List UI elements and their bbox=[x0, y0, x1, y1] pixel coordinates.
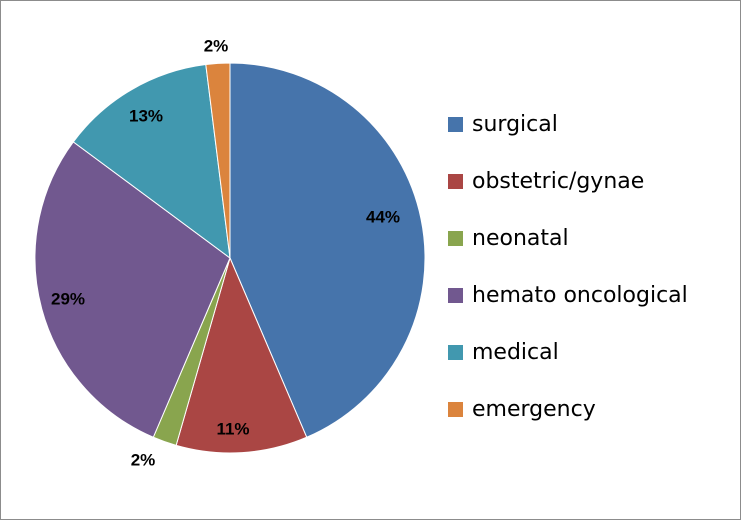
data-label-medical: 13% bbox=[129, 106, 163, 125]
legend-swatch-hemato-oncological bbox=[448, 288, 463, 303]
data-label-emergency: 2% bbox=[204, 36, 229, 55]
data-label-hemato-oncological: 29% bbox=[51, 289, 85, 308]
legend-label-hemato-oncological: hemato oncological bbox=[472, 283, 688, 308]
legend-swatch-neonatal bbox=[448, 231, 463, 246]
legend-label-obstetric-gynae: obstetric/gynae bbox=[472, 169, 644, 194]
pie-slice-surgical bbox=[229, 62, 426, 438]
pie-slices bbox=[34, 62, 426, 454]
data-label-neonatal: 2% bbox=[131, 450, 156, 469]
legend-label-medical: medical bbox=[472, 340, 559, 365]
legend: surgical obstetric/gynae neonatal hemato on… bbox=[448, 112, 688, 422]
data-label-surgical: 44% bbox=[366, 207, 400, 226]
pie-slice-medical bbox=[72, 63, 231, 260]
legend-label-neonatal: neonatal bbox=[472, 226, 569, 251]
data-labels: 44% 11% 2% 29% 13% 2% bbox=[51, 36, 400, 469]
pie-slice-obstetric-gynae bbox=[175, 256, 308, 454]
legend-swatch-obstetric-gynae bbox=[448, 174, 463, 189]
data-label-obstetric-gynae: 11% bbox=[216, 419, 249, 438]
pie-slice-emergency bbox=[205, 62, 231, 259]
legend-label-emergency: emergency bbox=[472, 397, 596, 422]
legend-swatch-emergency bbox=[448, 402, 463, 417]
legend-swatch-surgical bbox=[448, 117, 463, 132]
legend-label-surgical: surgical bbox=[472, 112, 558, 137]
legend-swatch-medical bbox=[448, 345, 463, 360]
pie-slice-hemato-oncological bbox=[34, 141, 231, 438]
